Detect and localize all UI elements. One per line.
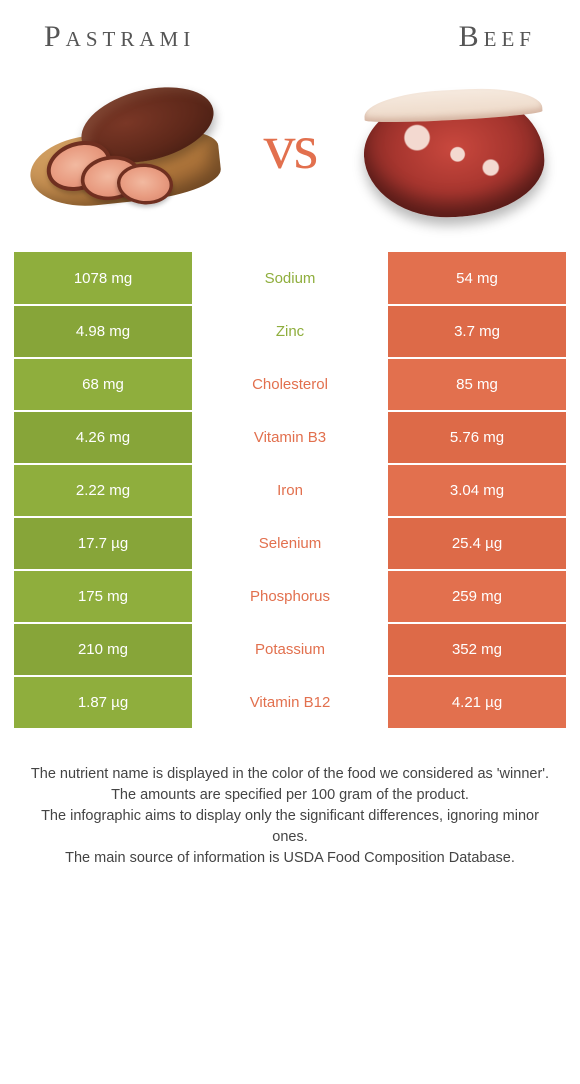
right-value: 5.76 mg: [388, 411, 566, 464]
nutrient-name: Vitamin B3: [192, 411, 388, 464]
nutrient-name: Iron: [192, 464, 388, 517]
footer-line: The infographic aims to display only the…: [24, 806, 556, 848]
left-value: 2.22 mg: [14, 464, 192, 517]
table-row: 17.7 µgSelenium25.4 µg: [14, 517, 566, 570]
right-value: 4.21 µg: [388, 676, 566, 729]
vs-label: vs: [264, 110, 317, 184]
footer-line: The nutrient name is displayed in the co…: [24, 764, 556, 785]
left-value: 1.87 µg: [14, 676, 192, 729]
beef-image: [350, 72, 560, 222]
left-value: 68 mg: [14, 358, 192, 411]
right-value: 259 mg: [388, 570, 566, 623]
title-beef: Beef: [459, 20, 536, 54]
nutrient-name: Vitamin B12: [192, 676, 388, 729]
left-value: 210 mg: [14, 623, 192, 676]
left-value: 4.98 mg: [14, 305, 192, 358]
footer-line: The amounts are specified per 100 gram o…: [24, 785, 556, 806]
nutrient-name: Potassium: [192, 623, 388, 676]
table-row: 2.22 mgIron3.04 mg: [14, 464, 566, 517]
left-value: 175 mg: [14, 570, 192, 623]
pastrami-image: [20, 72, 230, 222]
nutrient-name: Cholesterol: [192, 358, 388, 411]
title-pastrami: Pastrami: [44, 20, 195, 54]
right-value: 352 mg: [388, 623, 566, 676]
table-row: 1078 mgSodium54 mg: [14, 252, 566, 305]
right-value: 85 mg: [388, 358, 566, 411]
comparison-table: 1078 mgSodium54 mg4.98 mgZinc3.7 mg68 mg…: [14, 252, 566, 730]
table-row: 4.26 mgVitamin B35.76 mg: [14, 411, 566, 464]
right-value: 3.7 mg: [388, 305, 566, 358]
left-value: 4.26 mg: [14, 411, 192, 464]
nutrient-name: Phosphorus: [192, 570, 388, 623]
hero: vs: [14, 72, 566, 222]
table-row: 4.98 mgZinc3.7 mg: [14, 305, 566, 358]
footer-line: The main source of information is USDA F…: [24, 848, 556, 869]
right-value: 3.04 mg: [388, 464, 566, 517]
table-row: 175 mgPhosphorus259 mg: [14, 570, 566, 623]
right-value: 25.4 µg: [388, 517, 566, 570]
nutrient-name: Sodium: [192, 252, 388, 305]
left-value: 1078 mg: [14, 252, 192, 305]
table-row: 1.87 µgVitamin B124.21 µg: [14, 676, 566, 729]
title-row: Pastrami Beef: [14, 20, 566, 54]
nutrient-name: Selenium: [192, 517, 388, 570]
table-row: 210 mgPotassium352 mg: [14, 623, 566, 676]
nutrient-name: Zinc: [192, 305, 388, 358]
left-value: 17.7 µg: [14, 517, 192, 570]
footer-notes: The nutrient name is displayed in the co…: [14, 764, 566, 869]
table-row: 68 mgCholesterol85 mg: [14, 358, 566, 411]
right-value: 54 mg: [388, 252, 566, 305]
